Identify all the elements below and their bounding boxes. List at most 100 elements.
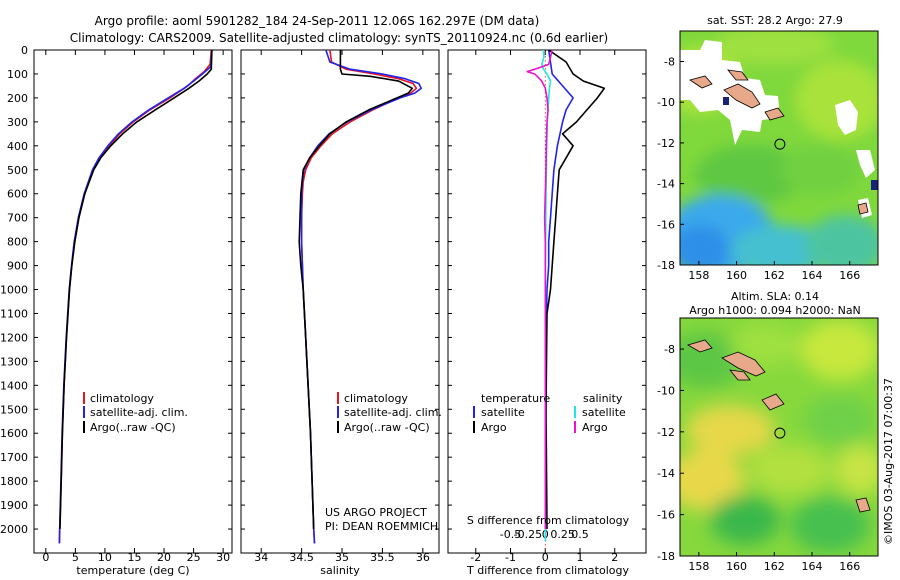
y-tick-label: 300: [7, 116, 28, 129]
x-tick-label: 25: [187, 551, 201, 564]
x-tick-label: 34.5: [289, 551, 314, 564]
imos-timestamp: ©IMOS 03-Aug-2017 07:00:37: [882, 378, 895, 545]
x-tick-label: -2: [470, 551, 481, 564]
map-y-tick-label: -10: [657, 96, 675, 109]
y-tick-label: 600: [7, 188, 28, 201]
y-tick-label: 1500: [0, 403, 28, 416]
legend-satellite-label: satellite-adj. clim.: [90, 406, 188, 419]
series-line-argo-raw-qc-: [59, 50, 213, 530]
y-tick-label: 1300: [0, 355, 28, 368]
y-tick-label: 1100: [0, 307, 28, 320]
salinity-lines: [298, 50, 423, 544]
y-tick-label: 1200: [0, 331, 28, 344]
map-x-tick-label: 162: [764, 269, 785, 282]
s-tick-label: -0.5: [500, 528, 521, 541]
map-y-tick-label: -8: [664, 343, 675, 356]
x-tick-label: 5: [72, 551, 79, 564]
temperature-lines: [58, 50, 213, 544]
salinity-legend: climatology satellite-adj. clim. Argo(..…: [337, 392, 442, 434]
map-y-tick-label: -18: [657, 259, 675, 272]
legend-climatology-label: climatology: [90, 392, 154, 405]
series-line-temperature-argo: [545, 50, 606, 530]
figure-title-line2: Climatology: CARS2009. Satellite-adjuste…: [70, 31, 608, 45]
x-tick-label: 30: [216, 551, 230, 564]
map-x-tick-label: 166: [839, 269, 860, 282]
temperature-panel: 0 5 10 15 20 25 300100200300400500600700800900…: [0, 44, 233, 577]
s-difference-label: S difference from climatology: [467, 514, 630, 527]
legend-salinity-title: salinity: [583, 392, 623, 405]
pi-label: PI: DEAN ROEMMICH: [325, 520, 438, 533]
legend-temperature-title: temperature: [481, 392, 550, 405]
sst-argo-position-marker: [774, 138, 786, 150]
legend-argo-label: Argo(..raw -QC): [344, 421, 430, 434]
sst-map-title: sat. SST: 28.2 Argo: 27.9: [707, 14, 843, 27]
x-tick-label: 15: [127, 551, 141, 564]
t-difference-xlabel: T difference from climatology: [466, 564, 629, 577]
project-label: US ARGO PROJECT: [325, 506, 427, 519]
map-y-tick-label: -12: [657, 137, 675, 150]
legend-t-satellite-label: satellite: [481, 406, 525, 419]
map-x-tick-label: 166: [839, 560, 860, 573]
temperature-xlabel: temperature (deg C): [76, 564, 189, 577]
temperature-legend: climatology satellite-adj. clim. Argo(..…: [83, 392, 188, 434]
s-tick-label: 0.5: [571, 528, 589, 541]
x-tick-label: 10: [98, 551, 112, 564]
difference-panel: -2 -1 0 1 2-0.5-0.25 0 0.250.5 temperature sat…: [447, 49, 647, 577]
x-tick-label: 35: [335, 551, 349, 564]
temperature-axes-frame: [33, 49, 233, 554]
map-x-tick-label: 160: [726, 560, 747, 573]
salinity-ticks: 34 34.5 35 35.5 36: [241, 49, 439, 564]
x-tick-label: 20: [157, 551, 171, 564]
x-tick-label: 0: [42, 551, 49, 564]
salinity-panel: 34 34.5 35 35.5 36 climatology satellite-adj…: [240, 49, 442, 577]
y-tick-label: 100: [7, 68, 28, 81]
x-tick-label: 35.5: [370, 551, 395, 564]
y-tick-label: 1000: [0, 284, 28, 297]
legend-satellite-label: satellite-adj. clim.: [344, 406, 442, 419]
sst-map-panel: sat. SST: 28.2 Argo: 27.9: [657, 14, 879, 282]
map-y-tick-label: -16: [657, 509, 675, 522]
figure-title-line1: Argo profile: aoml 5901282_184 24-Sep-20…: [95, 14, 540, 28]
y-tick-label: 0: [21, 44, 28, 57]
map-x-tick-label: 158: [688, 269, 709, 282]
y-tick-label: 1900: [0, 499, 28, 512]
legend-s-argo-label: Argo: [582, 421, 608, 434]
legend-t-argo-label: Argo: [481, 421, 507, 434]
y-tick-label: 200: [7, 92, 28, 105]
sla-field: [680, 318, 878, 556]
sla-map-title-line1: Altim. SLA: 0.14: [731, 290, 819, 303]
legend-s-satellite-label: satellite: [582, 406, 626, 419]
y-tick-label: 900: [7, 260, 28, 273]
series-line-argo-raw-qc-: [298, 50, 414, 530]
map-y-tick-label: -14: [657, 467, 675, 480]
x-tick-label: 0: [542, 551, 549, 564]
x-tick-label: 36: [416, 551, 430, 564]
map-y-tick-label: -12: [657, 426, 675, 439]
x-tick-label: 34: [254, 551, 268, 564]
sst-field: [680, 31, 878, 265]
map-x-tick-label: 158: [688, 560, 709, 573]
map-x-tick-label: 162: [764, 560, 785, 573]
s-tick-label: -0.25: [514, 528, 542, 541]
salinity-xlabel: salinity: [320, 564, 360, 577]
x-tick-label: -1: [505, 551, 516, 564]
y-tick-label: 800: [7, 236, 28, 249]
map-y-tick-label: -14: [657, 178, 675, 191]
x-tick-label: 2: [611, 551, 618, 564]
sla-map-panel: Altim. SLA: 0.14 Argo h1000: 0.094 h2000…: [657, 290, 879, 573]
legend-climatology-label: climatology: [344, 392, 408, 405]
sla-map-title-line2: Argo h1000: 0.094 h2000: NaN: [689, 304, 861, 317]
y-tick-label: 1700: [0, 451, 28, 464]
sla-argo-position-marker: [774, 427, 786, 439]
series-line-salinity-argo: [526, 50, 553, 529]
sla-map-ticks: 158 160 162 164 166 -8 -10 -12 -14 -16 -18: [657, 343, 860, 573]
map-y-tick-label: -16: [657, 218, 675, 231]
difference-lines: [526, 50, 606, 541]
y-tick-label: 1600: [0, 427, 28, 440]
y-tick-label: 1800: [0, 475, 28, 488]
x-tick-label: 1: [577, 551, 584, 564]
map-y-tick-label: -8: [664, 56, 675, 69]
sst-map-ticks: 158 160 162 164 166 -8 -10 -12 -14 -16 -18: [657, 56, 860, 282]
y-tick-label: 1400: [0, 379, 28, 392]
